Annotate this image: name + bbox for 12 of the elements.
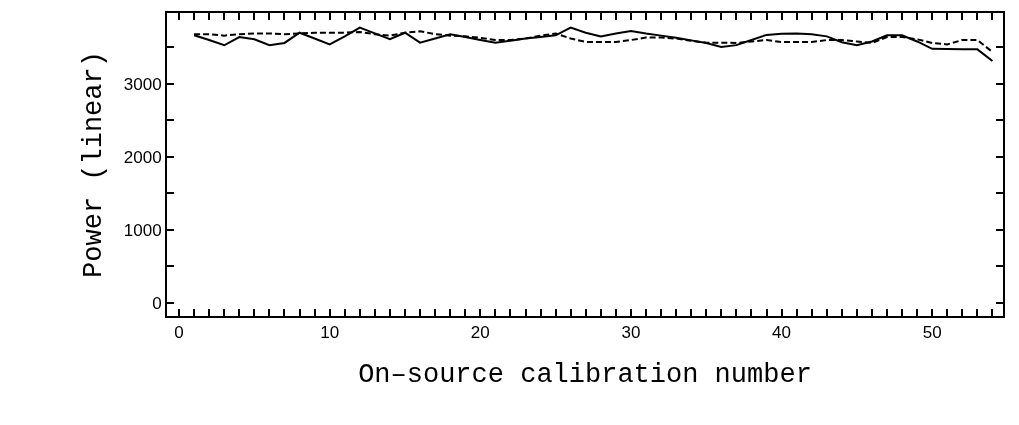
x-tick-label: 20: [470, 323, 490, 343]
y-axis-title: Power (linear): [79, 51, 110, 278]
y-tick-label: 2000: [123, 147, 162, 167]
x-tick-label: 30: [621, 323, 641, 343]
y-tick-label: 3000: [123, 74, 162, 94]
x-tick-label: 40: [772, 323, 792, 343]
x-tick-label: 10: [320, 323, 340, 343]
x-tick-label: 50: [922, 323, 942, 343]
y-tick-label: 0: [152, 293, 162, 313]
x-tick-label: 0: [174, 323, 184, 343]
y-tick-label: 1000: [123, 220, 162, 240]
x-axis-title: On–source calibration number: [358, 360, 812, 391]
